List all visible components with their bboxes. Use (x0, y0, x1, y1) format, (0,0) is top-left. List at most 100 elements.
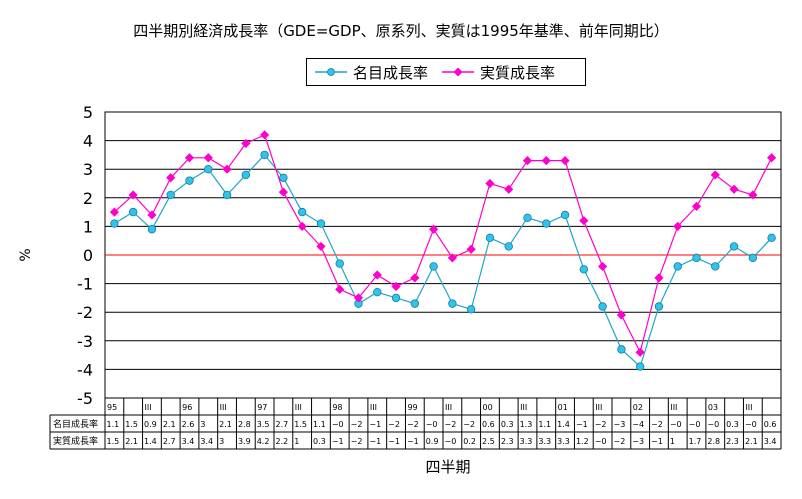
data-point-real (635, 347, 645, 357)
data-point-nominal (185, 176, 194, 185)
data-point-nominal (222, 190, 232, 200)
data-point-nominal (373, 287, 382, 297)
y-tick-label: -5 (77, 389, 93, 408)
table-value: 1.1 (107, 420, 120, 429)
table-value: 0.9 (426, 437, 439, 446)
x-tick-label: III (295, 403, 302, 412)
table-value: −1 (651, 437, 663, 446)
data-point-nominal (654, 302, 664, 311)
x-tick-label: 97 (257, 403, 267, 412)
table-value: 2.7 (276, 420, 289, 429)
data-point-real (391, 281, 401, 292)
table-value: −1 (332, 437, 344, 446)
table-value: 2.1 (125, 437, 138, 446)
table-value: 0.6 (764, 420, 777, 429)
data-point-nominal (260, 150, 269, 160)
data-point-nominal (166, 190, 175, 200)
table-value: 3.4 (200, 437, 213, 446)
data-point-real (560, 156, 570, 166)
data-point-real (504, 184, 514, 194)
data-point-nominal (316, 219, 326, 228)
table-value: −0 (445, 437, 457, 446)
table-value: 1.4 (144, 437, 157, 446)
data-point-real (429, 224, 439, 234)
data-point-real (372, 270, 382, 280)
table-value: 3.4 (182, 437, 195, 446)
table-series-label: 名目成長率 (53, 418, 98, 430)
y-tick-label: 3 (83, 160, 93, 179)
table-value: 1.5 (107, 437, 120, 446)
table-value: −3 (614, 420, 626, 429)
table-value: −1 (369, 437, 381, 446)
table-value: 3.9 (238, 437, 251, 446)
data-point-real (260, 130, 270, 140)
table-value: 3 (200, 420, 205, 429)
x-tick-label: III (595, 403, 602, 412)
x-tick-label: III (520, 403, 527, 412)
x-tick-label: 95 (107, 403, 117, 412)
x-tick-label: III (370, 403, 377, 412)
data-point-nominal (279, 173, 288, 182)
y-tick-label: -4 (77, 360, 93, 379)
data-point-nominal (241, 170, 251, 180)
table-value: 2.2 (276, 437, 289, 446)
table-value: 0.3 (501, 420, 514, 429)
table-value: 3.3 (520, 437, 533, 446)
data-point-nominal (560, 210, 570, 220)
legend-line-real-icon (442, 67, 475, 77)
data-point-real (203, 153, 213, 163)
data-point-nominal (767, 233, 776, 243)
table-value: 3.3 (538, 437, 551, 446)
y-tick-label: -3 (77, 332, 93, 351)
y-tick-label: -2 (77, 303, 93, 322)
table-value: −2 (595, 420, 607, 429)
table-value: −2 (445, 420, 457, 429)
y-tick-label: 2 (83, 189, 93, 208)
data-point-real (128, 190, 138, 200)
data-point-real (673, 221, 683, 231)
table-value: 3 (219, 437, 224, 446)
data-point-real (184, 153, 195, 163)
data-point-nominal (748, 253, 758, 263)
table-value: −2 (651, 420, 663, 429)
table-value: 1.2 (576, 437, 589, 446)
table-value: 2.3 (501, 437, 514, 446)
table-value: 2.8 (238, 420, 251, 429)
data-point-nominal (523, 213, 532, 223)
table-value: −2 (463, 420, 475, 429)
series-line-real (113, 134, 773, 354)
data-point-nominal (448, 299, 457, 308)
data-point-nominal (466, 305, 476, 314)
x-tick-label: 96 (182, 403, 192, 412)
x-tick-label: III (220, 403, 227, 412)
legend-item-nominal: 名目成長率 (315, 62, 428, 83)
x-tick-label: III (145, 403, 152, 412)
data-point-real (278, 187, 288, 197)
table-value: 2.5 (482, 437, 495, 446)
data-point-nominal (391, 293, 401, 303)
table-value: 2.6 (182, 420, 195, 429)
data-point-nominal (504, 242, 513, 251)
data-point-real (353, 293, 364, 303)
data-point-nominal (335, 259, 344, 268)
y-axis-label: % (18, 248, 34, 261)
table-value: −2 (614, 437, 626, 446)
legend-label-real: 実質成長率 (480, 63, 556, 82)
x-tick-label: 99 (407, 403, 417, 412)
data-point-real (598, 261, 608, 272)
table-value: 1 (294, 437, 299, 446)
table-value: 2.1 (219, 420, 232, 429)
x-tick-label: 98 (332, 403, 342, 412)
data-point-nominal (711, 262, 720, 271)
legend-line-nominal-icon (315, 68, 347, 76)
data-point-real (729, 184, 739, 194)
table-value: 2.1 (745, 437, 758, 446)
table-value: 3.3 (557, 437, 570, 446)
data-point-nominal (147, 225, 157, 234)
table-value: −0 (332, 420, 344, 429)
table-value: −2 (407, 420, 419, 429)
table-value: 0.6 (482, 420, 495, 429)
data-point-real (166, 173, 176, 183)
y-tick-label: 4 (83, 132, 93, 151)
